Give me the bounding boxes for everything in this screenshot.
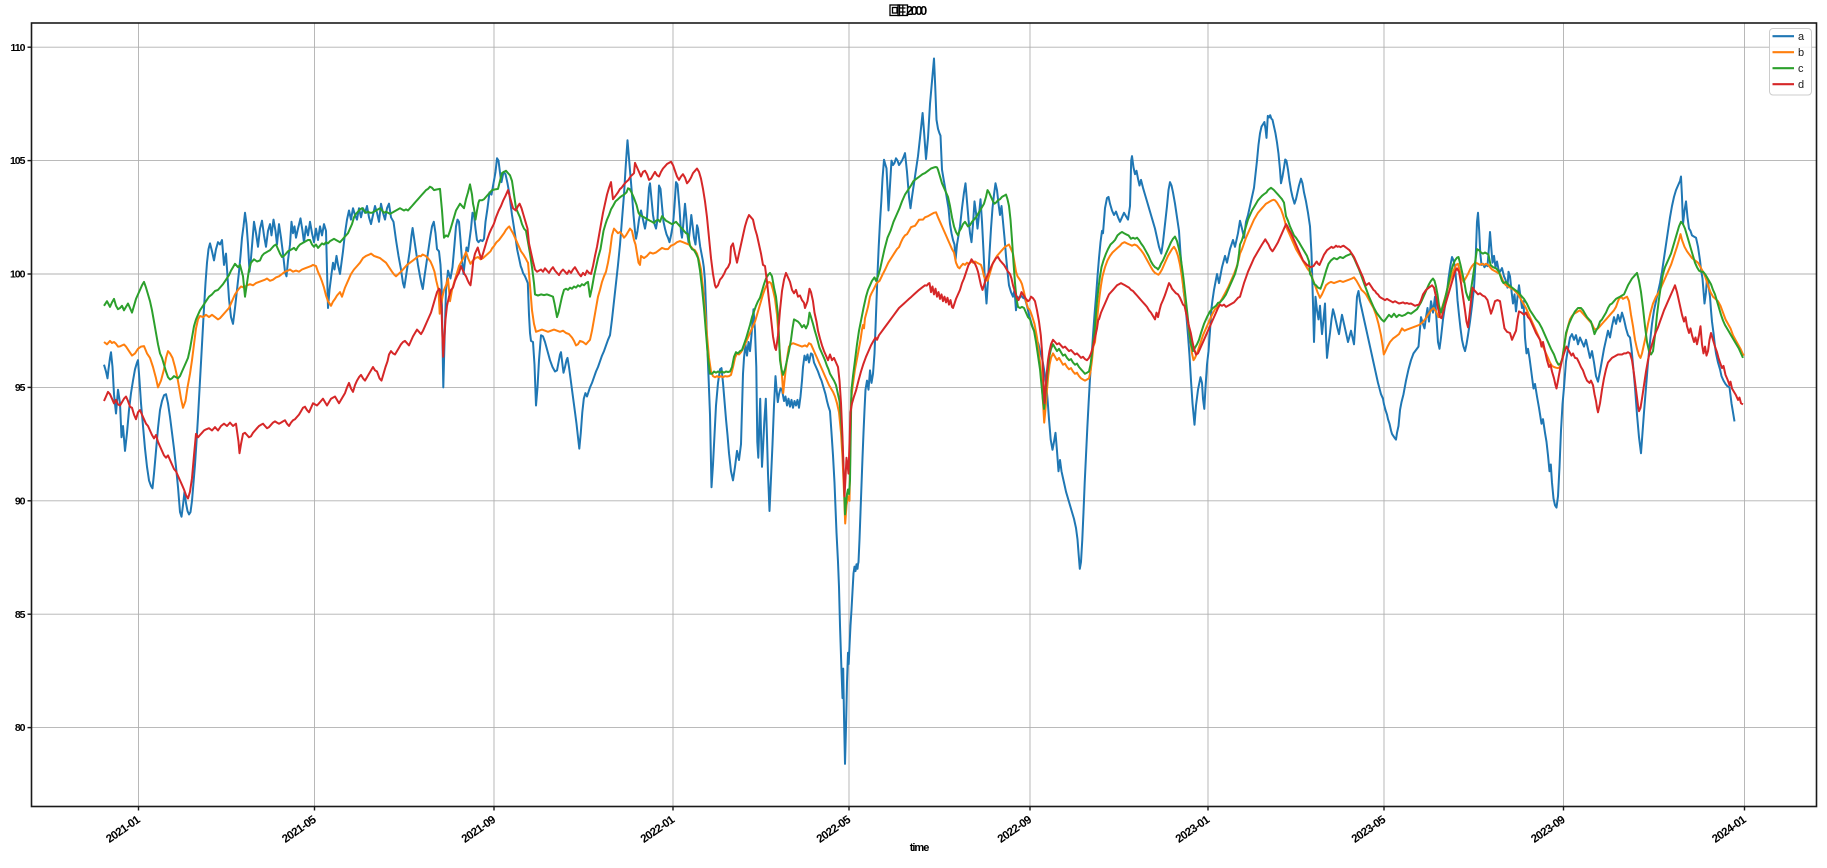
- svg-text:90: 90: [15, 495, 26, 507]
- svg-text:2000: 2000: [906, 4, 927, 18]
- svg-text:80: 80: [15, 722, 26, 734]
- svg-text:110: 110: [11, 42, 26, 54]
- svg-text:95: 95: [15, 382, 26, 394]
- svg-text:105: 105: [10, 155, 26, 167]
- svg-text:a: a: [1798, 31, 1805, 43]
- svg-text:b: b: [1798, 47, 1804, 59]
- svg-text:85: 85: [15, 609, 26, 621]
- svg-text:time: time: [910, 842, 930, 854]
- svg-text:c: c: [1798, 63, 1804, 75]
- svg-text:100: 100: [10, 269, 26, 281]
- svg-text:d: d: [1798, 79, 1804, 91]
